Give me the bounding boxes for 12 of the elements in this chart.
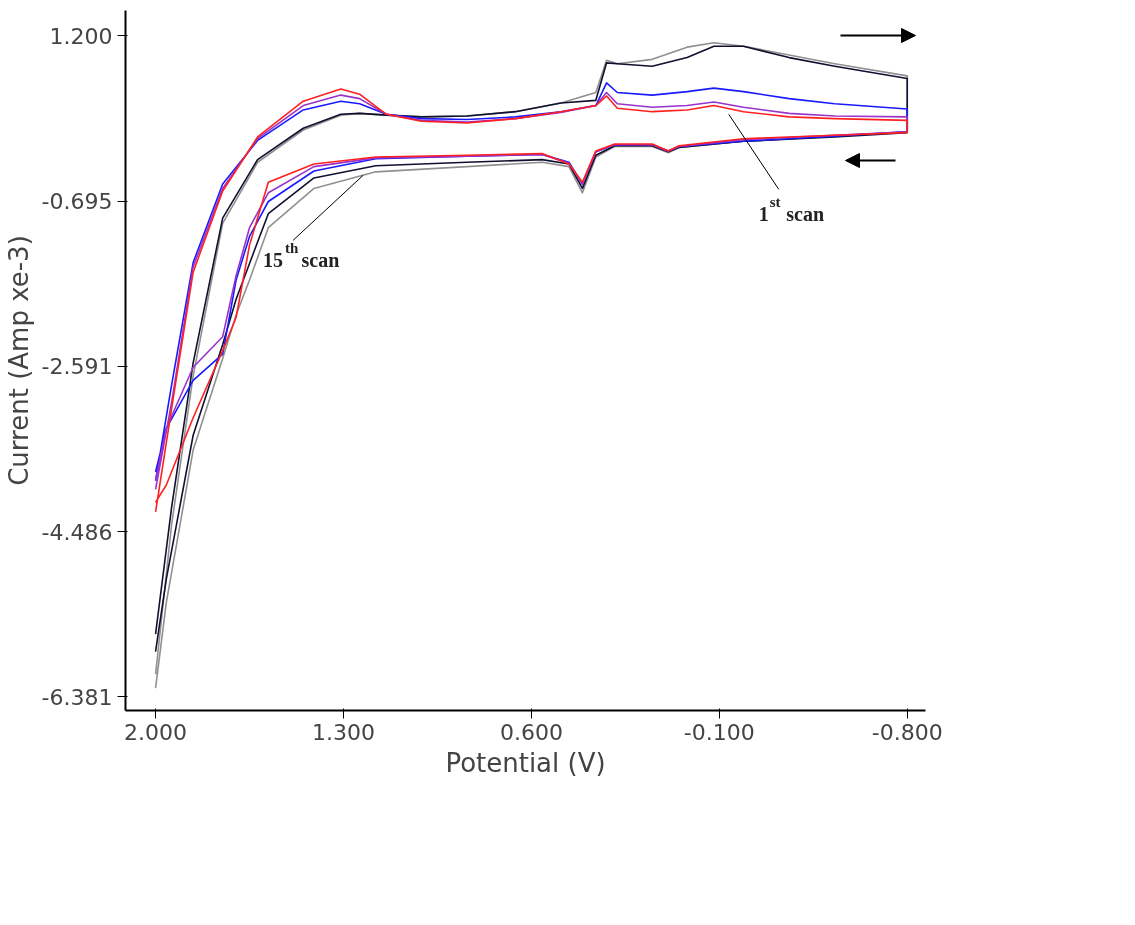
x-axis-title: Potential (V) xyxy=(445,747,606,778)
x-tick-label: 2.000 xyxy=(124,719,188,745)
x-tick-label: 1.300 xyxy=(312,719,375,745)
y-tick-label: -2.591 xyxy=(41,354,113,380)
x-tick-label: -0.100 xyxy=(683,719,755,745)
x-tick-label: 0.600 xyxy=(499,719,563,745)
y-axis-title: Current (Amp xe-3) xyxy=(3,235,34,486)
y-tick-label: -0.695 xyxy=(41,189,113,215)
y-tick-label: -6.381 xyxy=(41,684,113,710)
y-tick-label: 1.200 xyxy=(49,23,113,49)
x-tick-label: -0.800 xyxy=(871,719,943,745)
y-tick-label: -4.486 xyxy=(41,519,113,545)
